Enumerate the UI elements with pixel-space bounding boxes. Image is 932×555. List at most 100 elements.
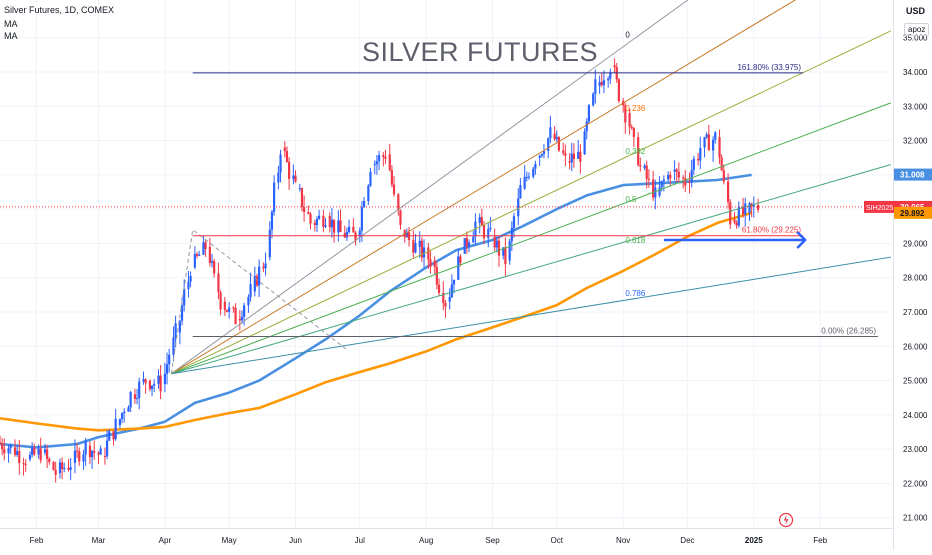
candle-up <box>243 305 246 317</box>
candle-down <box>613 65 616 68</box>
indicator-ma-2[interactable]: MA <box>4 31 18 41</box>
ma-fast-line <box>0 173 752 449</box>
currency-label[interactable]: USD <box>906 6 926 16</box>
candle-up <box>555 136 558 140</box>
candle-down <box>652 179 655 198</box>
candle-up <box>347 226 351 233</box>
candle-up <box>270 211 274 230</box>
time-axis[interactable] <box>0 528 893 551</box>
candle-down <box>0 442 2 444</box>
candle-down <box>302 207 306 213</box>
candle-up <box>373 164 376 166</box>
candle-up <box>592 93 595 106</box>
candle-up <box>714 132 717 140</box>
candle-up <box>523 176 526 189</box>
candle-down <box>103 456 107 457</box>
candle-down <box>482 225 486 239</box>
candle-up <box>198 254 201 256</box>
candle-down <box>144 379 147 384</box>
candle-down <box>388 154 391 171</box>
candle-down <box>669 174 672 179</box>
candle-down <box>568 161 571 163</box>
candle-up <box>673 169 676 172</box>
scale-mode-button[interactable]: apoz <box>904 23 930 36</box>
candle-down <box>88 445 92 458</box>
candle-up <box>487 228 490 239</box>
candle-up <box>193 254 196 268</box>
candle-down <box>300 188 304 208</box>
candle-up <box>658 187 661 196</box>
fan-line <box>171 30 892 375</box>
candle-down <box>112 431 115 440</box>
candle-down <box>223 301 226 310</box>
candle-down <box>493 236 496 248</box>
candle-up <box>69 467 72 470</box>
candle-up <box>63 467 66 470</box>
candle-up <box>298 188 301 190</box>
candle-down <box>459 256 462 263</box>
fib-levels: 0 0.236 0.382 0.5 0.618 0.786 <box>625 30 646 298</box>
candle-down <box>579 151 582 162</box>
chart-header-title[interactable]: Silver Futures, 1D, COMEX <box>4 5 115 15</box>
candle-up <box>189 275 192 282</box>
candle-up <box>268 229 271 258</box>
candle-up <box>138 381 141 399</box>
candle-up <box>279 154 282 173</box>
candles <box>0 58 760 483</box>
candle-down <box>600 82 603 86</box>
candle-down <box>1 443 4 450</box>
candle-up <box>168 354 171 365</box>
candle-down <box>307 212 310 214</box>
candle-up <box>519 185 522 199</box>
candle-up <box>534 163 537 169</box>
candle-up <box>375 161 379 165</box>
candle-down <box>159 375 162 392</box>
candle-up <box>123 411 126 414</box>
candle-down <box>18 451 21 464</box>
candle-down <box>624 105 627 123</box>
fib-level-label: 0.618 <box>625 236 646 245</box>
candle-up <box>377 155 381 162</box>
candle-down <box>294 175 297 182</box>
candle-up <box>467 242 471 247</box>
candle-down <box>553 133 556 140</box>
candle-down <box>75 450 79 452</box>
candle-down <box>232 307 235 309</box>
candle-up <box>508 241 511 261</box>
candle-up <box>120 413 124 420</box>
candle-down <box>13 447 17 455</box>
indicator-ma-1[interactable]: MA <box>4 19 18 29</box>
candle-up <box>16 451 19 455</box>
fan-line <box>171 102 892 375</box>
candle-up <box>495 240 498 248</box>
candle-down <box>204 242 207 249</box>
candle-up <box>452 279 456 285</box>
candle-down <box>208 246 211 263</box>
candle-up <box>690 169 693 183</box>
candle-down <box>756 205 760 210</box>
candle-down <box>384 157 387 159</box>
fib-level-label: 0.236 <box>625 104 646 113</box>
candle-up <box>367 185 370 202</box>
candle-down <box>33 447 36 455</box>
candle-up <box>527 176 531 178</box>
candle-down <box>729 202 732 225</box>
candle-up <box>202 242 205 255</box>
candle-down <box>397 194 400 211</box>
candle-up <box>422 247 426 258</box>
candle-down <box>390 170 393 185</box>
price-axis[interactable] <box>893 0 932 550</box>
candle-up <box>598 82 601 86</box>
candle-up <box>84 441 87 455</box>
candle-down <box>741 206 745 215</box>
horizontal-level-label: 61.80% (29.225) <box>742 226 801 235</box>
candle-down <box>675 169 678 172</box>
candle-down <box>504 247 507 265</box>
arrow-head <box>796 231 807 249</box>
candle-down <box>78 451 81 462</box>
candle-up <box>118 419 122 426</box>
candle-down <box>442 292 445 303</box>
candle-up <box>253 276 256 292</box>
candle-up <box>228 307 231 312</box>
